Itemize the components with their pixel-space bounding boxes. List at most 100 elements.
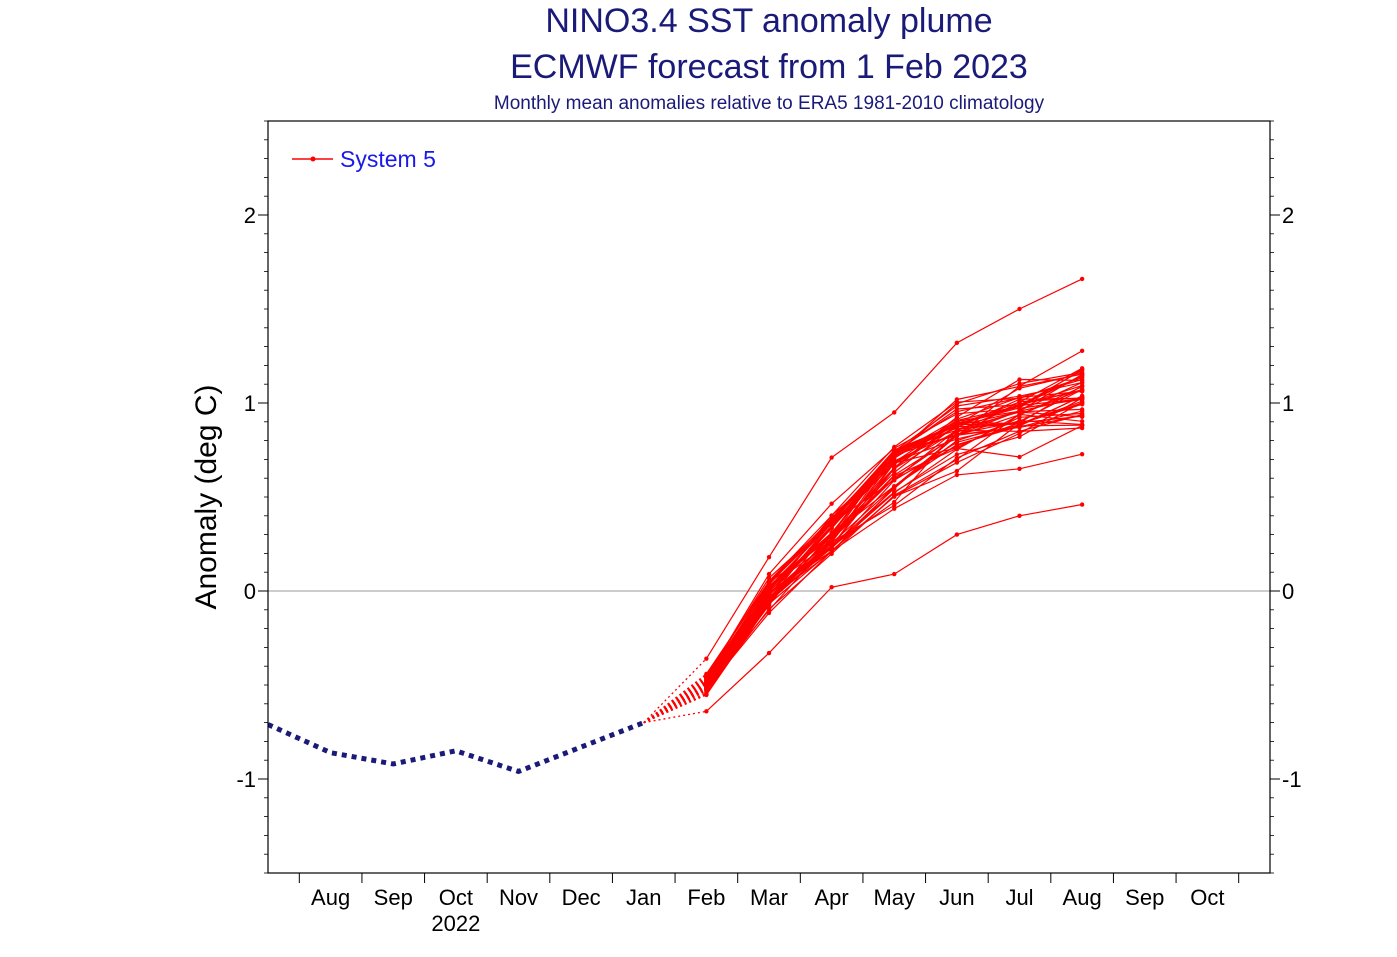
ensemble-member-point xyxy=(954,468,960,474)
ensemble-member-point xyxy=(892,452,897,458)
ensemble-member-point xyxy=(1017,377,1022,382)
x-tick-label: Oct xyxy=(439,885,473,910)
ensemble-member-point xyxy=(892,486,897,491)
ensemble-member-point xyxy=(1079,366,1085,372)
ensemble-member-point xyxy=(892,472,897,478)
ensemble-member-line xyxy=(705,402,1083,681)
ensemble-member-point xyxy=(892,458,897,464)
ensemble-member-point xyxy=(954,447,960,452)
x-tick-label: Dec xyxy=(562,885,601,910)
ensemble-member-point xyxy=(704,680,709,686)
ensemble-member-line xyxy=(705,390,1083,687)
ensemble-member-point xyxy=(766,586,772,592)
ensemble-member-point xyxy=(1079,387,1085,392)
ensemble-member-point xyxy=(1017,408,1022,414)
ensemble-member-point xyxy=(954,452,960,457)
plume-group xyxy=(268,276,1085,775)
ensemble-member-point xyxy=(1079,452,1085,457)
ensemble-member-line xyxy=(705,397,1083,690)
ensemble-member-point xyxy=(954,440,960,445)
ensemble-member-line xyxy=(705,397,1083,696)
ensemble-member-point xyxy=(1079,378,1085,383)
x-tick-label: Mar xyxy=(750,885,788,910)
ensemble-member-point xyxy=(892,410,897,415)
ensemble-member-point xyxy=(892,465,897,470)
member-connector xyxy=(643,687,707,724)
ensemble-member-point xyxy=(954,401,960,406)
ensemble-member-line xyxy=(705,398,1083,680)
ensemble-member-line xyxy=(705,350,1083,684)
ensemble-member-point xyxy=(892,476,897,481)
ensemble-member-point xyxy=(1017,420,1022,425)
ensemble-member-point xyxy=(829,551,834,557)
y-tick-label-right: 1 xyxy=(1282,391,1294,416)
ensemble-member-point xyxy=(829,585,834,590)
ensemble-member-point xyxy=(1079,383,1085,388)
ensemble-member-point xyxy=(1017,384,1022,389)
x-tick-label: Aug xyxy=(311,885,350,910)
ensemble-member-line xyxy=(705,396,1083,684)
ensemble-member-line xyxy=(705,397,1083,687)
ensemble-member-point xyxy=(954,422,960,427)
chart-subtitle: ECMWF forecast from 1 Feb 2023 xyxy=(510,48,1028,86)
x-tick-label: Aug xyxy=(1063,885,1102,910)
ensemble-member-point xyxy=(766,597,772,602)
ensemble-member-point xyxy=(954,532,960,537)
x-tick-label: Apr xyxy=(815,885,849,910)
ensemble-member-point xyxy=(829,455,834,460)
ensemble-member-point xyxy=(954,433,960,439)
ensemble-member-line xyxy=(705,382,1083,687)
ensemble-member-point xyxy=(954,414,960,420)
ensemble-member-point xyxy=(954,409,960,414)
ensemble-member-point xyxy=(954,340,960,346)
chart-title: NINO3.4 SST anomaly plume xyxy=(545,2,992,40)
legend: System 5 xyxy=(292,146,436,172)
member-connector xyxy=(643,674,707,724)
ensemble-member-line xyxy=(705,395,1083,688)
ensemble-member-point xyxy=(829,533,834,538)
ensemble-member-point xyxy=(829,501,834,506)
ensemble-member-point xyxy=(1079,395,1085,401)
ensemble-member-point xyxy=(892,571,897,577)
legend-marker xyxy=(310,156,316,162)
x-tick-label: Sep xyxy=(374,885,413,910)
ensemble-member-point xyxy=(1017,434,1022,439)
x-tick-label: Feb xyxy=(687,885,725,910)
ensemble-member-point xyxy=(1017,454,1022,460)
x-tick-label: Jul xyxy=(1005,885,1033,910)
y-tick-label-left: 2 xyxy=(244,203,256,228)
ensemble-member-line xyxy=(705,389,1083,690)
ensemble-member-line xyxy=(705,395,1083,688)
ensemble-member-point xyxy=(829,517,834,523)
ensemble-member-point xyxy=(892,448,897,453)
ensemble-member-point xyxy=(704,709,709,714)
ensemble-member-point xyxy=(1079,413,1085,418)
ensemble-member-point xyxy=(766,571,772,577)
ensemble-member-point xyxy=(766,650,772,656)
y-tick-label-left: -1 xyxy=(236,767,256,792)
x-tick-label: May xyxy=(873,885,915,910)
ensemble-member-line xyxy=(705,369,1083,677)
x-year-label: 2022 xyxy=(431,911,480,936)
ensemble-member-point xyxy=(892,506,897,511)
ensemble-member-point xyxy=(1017,466,1022,472)
ensemble-member-line xyxy=(705,398,1083,679)
ensemble-member-point xyxy=(766,606,772,612)
ensemble-member-point xyxy=(1017,425,1022,430)
legend-label-system5: System 5 xyxy=(340,146,436,172)
y-tick-label-right: 2 xyxy=(1282,203,1294,228)
x-tick-label: Sep xyxy=(1125,885,1164,910)
ensemble-member-point xyxy=(1017,306,1022,312)
y-tick-label-left: 1 xyxy=(244,391,256,416)
y-tick-label-left: 0 xyxy=(244,579,256,604)
ensemble-member-point xyxy=(954,472,960,478)
ensemble-member-point xyxy=(829,525,834,530)
ensemble-member-point xyxy=(954,426,960,432)
ensemble-member-point xyxy=(954,457,960,462)
ensemble-member-point xyxy=(1079,419,1085,424)
plot-frame xyxy=(267,120,1271,874)
ensemble-member-line xyxy=(705,400,1083,687)
x-tick-label: Jan xyxy=(626,885,661,910)
member-connector xyxy=(643,658,707,724)
